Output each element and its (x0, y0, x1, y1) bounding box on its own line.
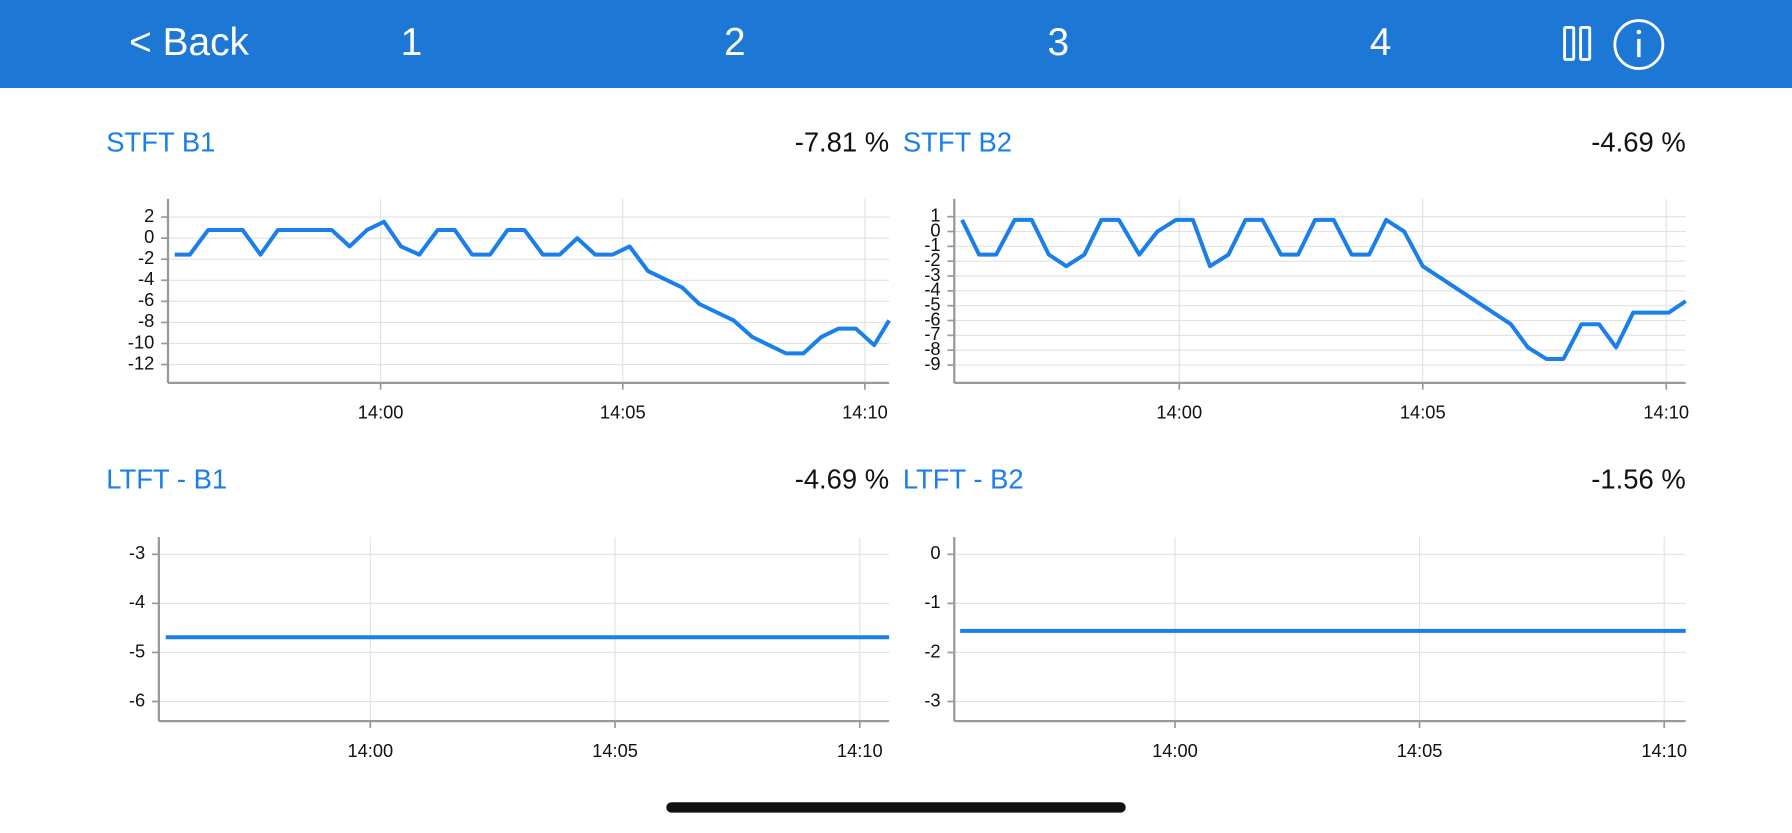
tab[interactable]: 3 (1047, 21, 1069, 64)
y-tick-label: 0 (930, 542, 940, 563)
x-tick-label: 14:00 (358, 402, 404, 423)
current-value: -4.69 % (1591, 126, 1685, 157)
x-tick-label: 14:10 (1643, 402, 1689, 423)
y-tick-label: -1 (924, 591, 940, 612)
x-tick-label: 14:10 (1641, 740, 1687, 761)
y-tick-label: -8 (924, 338, 940, 359)
tab[interactable]: 4 (1370, 21, 1392, 64)
y-tick-label: -12 (128, 352, 154, 373)
y-tick-label: -6 (129, 689, 145, 710)
pause-button[interactable] (1563, 25, 1592, 61)
y-tick-label: 0 (144, 226, 154, 247)
chart-panel: LTFT - B1 -4.69 % -3 -4 -5 -6 14:00 14:05 14:10 (106, 463, 889, 760)
y-tick-label: 0 (930, 219, 940, 240)
x-tick-label: 14:05 (1400, 402, 1446, 423)
y-tick-label: -9 (924, 353, 940, 374)
x-tick-label: 14:05 (600, 402, 646, 423)
data-line (174, 219, 891, 356)
chart-panel: LTFT - B2 -1.56 % 0 -1 -2 -3 14:00 14:05 14:10 (903, 463, 1687, 760)
x-tick-label: 14:00 (1152, 740, 1198, 761)
y-tick-label: -4 (129, 591, 145, 612)
x-tick-label: 14:00 (1156, 402, 1202, 423)
y-tick-label: -7 (924, 323, 940, 344)
info-button[interactable] (1613, 19, 1665, 70)
x-tick-label: 14:05 (1397, 740, 1443, 761)
y-tick-label: -5 (924, 294, 940, 315)
x-tick-label: 14:00 (347, 740, 393, 761)
y-tick-label: -2 (138, 247, 154, 268)
chart-title: LTFT - B1 (106, 463, 227, 494)
chart-title: LTFT - B2 (903, 463, 1024, 494)
x-tick-label: 14:10 (842, 402, 888, 423)
header-bar (0, 0, 1792, 88)
chart-panel: STFT B1 -7.81 % 20-2-4-6-8-10-12 14:00 14:05… (106, 126, 891, 423)
y-tick-label: -3 (129, 542, 145, 563)
x-tick-label: 14:10 (837, 740, 883, 761)
y-tick-label: -2 (924, 640, 940, 661)
chart-title: STFT B2 (903, 126, 1012, 157)
y-tick-label: -5 (129, 640, 145, 661)
y-tick-label: -6 (924, 308, 940, 329)
y-tick-label: -4 (138, 268, 154, 289)
current-value: -4.69 % (795, 463, 889, 494)
y-tick-label: -1 (924, 234, 940, 255)
tab[interactable]: 2 (724, 21, 746, 64)
y-tick-label: -2 (924, 249, 940, 270)
data-line (960, 217, 1687, 361)
chart-title: STFT B1 (106, 126, 215, 157)
current-value: -7.81 % (795, 126, 889, 157)
current-value: -1.56 % (1591, 463, 1685, 494)
y-tick-label: 1 (930, 204, 940, 225)
y-tick-label: -6 (138, 289, 154, 310)
y-tick-label: -3 (924, 689, 940, 710)
back-button[interactable]: < Back (129, 21, 249, 64)
y-tick-label: -8 (138, 310, 154, 331)
chart-panel: STFT B2 -4.69 % 10-1-2-3-4-5-6-7-8-9 14:00 1… (903, 126, 1689, 422)
y-tick-label: -4 (924, 279, 940, 300)
x-tick-label: 14:05 (592, 740, 638, 761)
y-tick-label: 2 (144, 205, 154, 226)
home-indicator (666, 802, 1126, 813)
y-tick-label: -10 (128, 331, 154, 352)
tab[interactable]: 1 (401, 21, 423, 64)
y-tick-label: -3 (924, 264, 940, 285)
